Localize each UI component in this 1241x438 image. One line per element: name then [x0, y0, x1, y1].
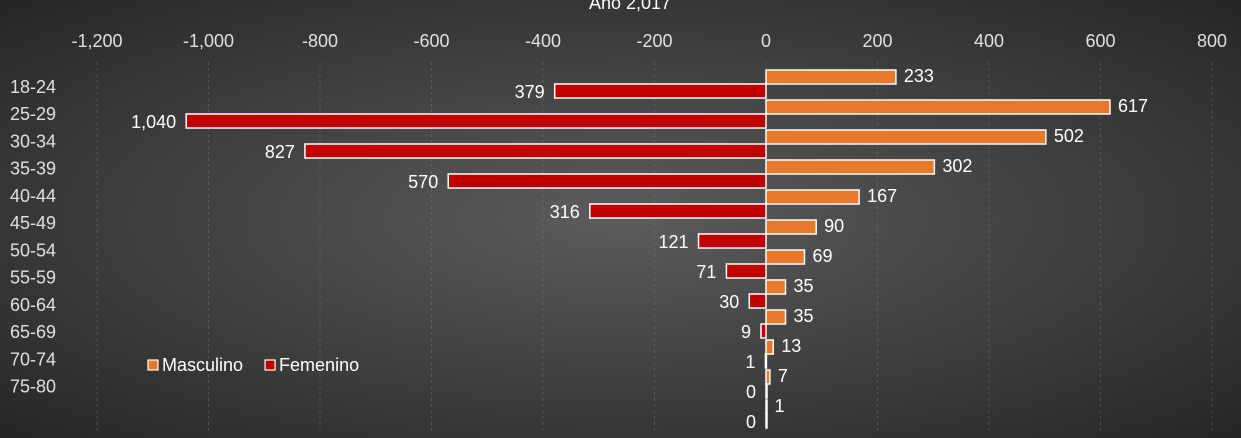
bar	[765, 413, 768, 429]
y-tick-label: 60-64	[10, 295, 56, 315]
data-label: 502	[1054, 126, 1084, 146]
legend-swatch	[147, 359, 159, 371]
x-tick-label: 200	[862, 31, 892, 51]
bar	[765, 339, 774, 355]
data-label: 1,040	[131, 112, 176, 132]
y-tick-label: 35-39	[10, 159, 56, 179]
data-label: 71	[696, 262, 716, 282]
bar	[725, 263, 767, 279]
data-label: 9	[741, 322, 751, 342]
bar	[304, 143, 767, 159]
data-label: 7	[778, 366, 788, 386]
bar	[765, 129, 1047, 145]
data-label: 617	[1118, 96, 1148, 116]
y-tick-label: 40-44	[10, 186, 56, 206]
data-label: 316	[550, 202, 580, 222]
x-tick-label: 600	[1085, 31, 1115, 51]
x-tick-label: -400	[525, 31, 561, 51]
bar	[697, 233, 767, 249]
bar	[765, 309, 787, 325]
data-label: 30	[719, 292, 739, 312]
data-label: 379	[515, 82, 545, 102]
bar	[765, 279, 787, 295]
bar	[589, 203, 767, 219]
bar	[765, 369, 771, 385]
bar	[764, 353, 768, 369]
x-tick-label: 400	[974, 31, 1004, 51]
x-tick-label: -1,000	[183, 31, 234, 51]
y-tick-label: 50-54	[10, 240, 56, 260]
y-tick-label: 18-24	[10, 77, 56, 97]
legend-label: Femenino	[279, 355, 359, 375]
legend-swatch	[264, 359, 276, 371]
bar	[765, 383, 768, 399]
data-label: 35	[794, 276, 814, 296]
y-tick-label: 55-59	[10, 268, 56, 288]
y-tick-label: 65-69	[10, 322, 56, 342]
data-label: 69	[812, 246, 832, 266]
bar	[748, 293, 767, 309]
bar	[765, 159, 936, 175]
bar	[185, 113, 767, 129]
bar	[765, 249, 806, 265]
y-tick-label: 25-29	[10, 104, 56, 124]
y-tick-label: 45-49	[10, 213, 56, 233]
x-tick-label: -600	[413, 31, 449, 51]
bar	[765, 69, 897, 85]
data-label: 0	[746, 382, 756, 402]
bar	[447, 173, 767, 189]
data-label: 570	[408, 172, 438, 192]
data-label: 233	[904, 66, 934, 86]
data-label: 35	[794, 306, 814, 326]
x-tick-label: -200	[636, 31, 672, 51]
data-label: 90	[824, 216, 844, 236]
bar	[765, 99, 1111, 115]
chart-title: Año 2,017	[589, 0, 671, 13]
data-label: 302	[942, 156, 972, 176]
bar	[553, 83, 767, 99]
data-label: 0	[746, 412, 756, 432]
bar	[765, 219, 817, 235]
x-tick-label: 0	[761, 31, 771, 51]
data-label: 121	[658, 232, 688, 252]
bar	[760, 323, 767, 339]
data-label: 1	[745, 352, 755, 372]
data-label: 1	[775, 396, 785, 416]
bar	[765, 399, 768, 415]
x-tick-label: 800	[1197, 31, 1227, 51]
data-label: 167	[867, 186, 897, 206]
data-label: 13	[781, 336, 801, 356]
y-tick-label: 30-34	[10, 131, 56, 151]
data-label: 827	[265, 142, 295, 162]
x-tick-label: -1,200	[71, 31, 122, 51]
legend-label: Masculino	[162, 355, 243, 375]
y-tick-label: 75-80	[10, 377, 56, 397]
y-tick-label: 70-74	[10, 349, 56, 369]
bar	[765, 189, 860, 205]
x-tick-label: -800	[302, 31, 338, 51]
